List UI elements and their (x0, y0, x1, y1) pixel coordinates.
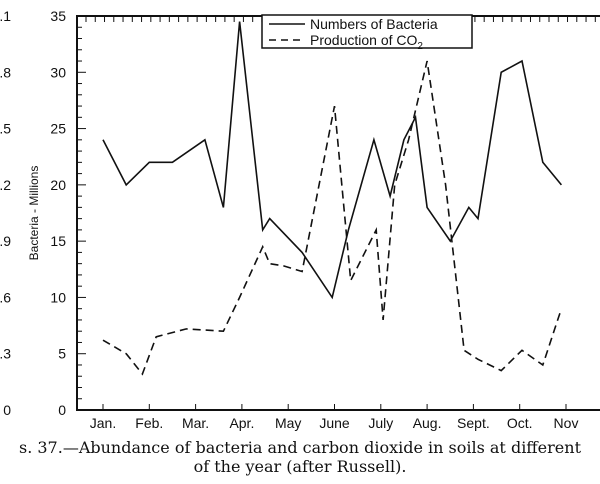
x-tick-label: Aug. (413, 415, 442, 431)
x-tick-label: May (275, 415, 301, 431)
y-tick-label-secondary: 0.9 (0, 233, 11, 249)
x-tick-label: Mar. (182, 415, 209, 431)
tick-marks (77, 16, 596, 410)
y-tick-label-secondary: 2.1 (0, 8, 11, 24)
series-line-bacteria (102, 21, 563, 300)
y-tick-label-secondary: 1.2 (0, 177, 11, 193)
legend-label-bacteria: Numbers of Bacteria (310, 16, 438, 32)
axis-labels: 35 2.1 30 1.8 25 1.5 20 1.2 15 0.9 10 0.6 5 0.3 0 0 Jan.… (0, 8, 578, 431)
caption-line-1: s. 37.—Abundance of bacteria and carbon … (18, 438, 581, 457)
x-tick-label: Nov (554, 415, 579, 431)
series-line-co2 (102, 60, 563, 376)
y-tick-label: 30 (50, 64, 66, 80)
y-tick-label-secondary: 0 (3, 402, 11, 418)
legend-label-co2: Production of CO2 (310, 32, 423, 52)
y-tick-label: 0 (58, 402, 66, 418)
figure-caption: s. 37.—Abundance of bacteria and carbon … (0, 438, 600, 476)
y-tick-label: 20 (50, 177, 66, 193)
legend-label-co2-main: Production of CO (310, 32, 417, 48)
x-tick-label: Apr. (229, 415, 254, 431)
y-tick-label-secondary: 0.6 (0, 289, 11, 305)
y-tick-label-secondary: 1.8 (0, 64, 11, 80)
x-tick-label: Feb. (135, 415, 163, 431)
x-tick-label: July (368, 415, 393, 431)
y-tick-label: 10 (50, 289, 66, 305)
line-chart: 35 2.1 30 1.8 25 1.5 20 1.2 15 0.9 10 0.6 5 0.3 0 0 Jan.… (0, 8, 600, 431)
y-tick-label-secondary: 0.3 (0, 346, 11, 362)
caption-line-2: of the year (after Russell). (193, 457, 407, 476)
x-tick-label: Jan. (90, 415, 116, 431)
y-tick-label: 25 (50, 121, 66, 137)
y-axis-label: Bacteria - Millions (27, 166, 41, 261)
x-tick-label: Oct. (507, 415, 533, 431)
x-tick-label: June (319, 415, 350, 431)
y-tick-label: 5 (58, 346, 66, 362)
legend-label-co2-subscript: 2 (417, 41, 423, 52)
y-tick-label-secondary: 1.5 (0, 121, 11, 137)
y-tick-label: 35 (50, 8, 66, 24)
series-lines (102, 21, 563, 376)
legend: Numbers of Bacteria Production of CO2 (261, 14, 473, 52)
y-tick-label: 15 (50, 233, 66, 249)
x-tick-label: Sept. (457, 415, 490, 431)
legend-box (261, 14, 473, 49)
